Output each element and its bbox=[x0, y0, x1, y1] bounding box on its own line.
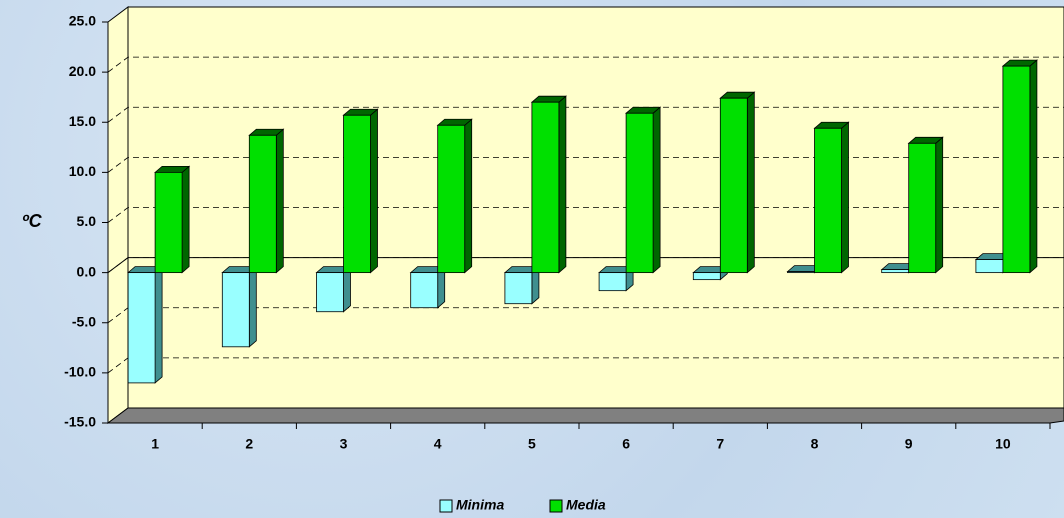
floor bbox=[106, 407, 1064, 424]
grid-line bbox=[107, 156, 1064, 173]
bar bbox=[907, 136, 944, 274]
bar-side bbox=[370, 108, 378, 274]
bar-front bbox=[316, 272, 344, 313]
grid-line bbox=[107, 207, 1064, 223]
bar-side bbox=[275, 128, 284, 274]
bar bbox=[127, 265, 164, 384]
bar-front bbox=[975, 259, 1004, 274]
y-tick-label: 25.0 bbox=[69, 13, 96, 29]
bar bbox=[625, 106, 662, 274]
legend-swatch bbox=[439, 499, 453, 513]
bar-front bbox=[343, 114, 371, 274]
x-tick-label: 8 bbox=[811, 436, 819, 452]
bar bbox=[503, 265, 540, 305]
bar-front bbox=[814, 127, 842, 274]
bar-front bbox=[504, 272, 533, 305]
grid-line bbox=[107, 56, 1064, 73]
y-tick-label: -10.0 bbox=[64, 364, 96, 380]
bar-side bbox=[652, 106, 661, 274]
bar bbox=[436, 118, 473, 274]
bar-front bbox=[908, 142, 937, 274]
bar-side bbox=[181, 165, 190, 274]
bar-front bbox=[531, 101, 560, 274]
bar-front bbox=[154, 171, 183, 274]
x-tick-label: 1 bbox=[151, 436, 159, 452]
bar bbox=[719, 91, 756, 274]
bar-front bbox=[248, 134, 277, 274]
x-tick-label: 4 bbox=[434, 436, 442, 452]
bar-side bbox=[154, 265, 163, 384]
y-tick-label: 20.0 bbox=[69, 63, 96, 79]
y-tick-label: -5.0 bbox=[72, 313, 96, 329]
bar bbox=[813, 121, 850, 274]
legend-swatch bbox=[549, 499, 563, 513]
bar bbox=[342, 108, 379, 274]
bar bbox=[1001, 59, 1038, 274]
y-tick-label: 10.0 bbox=[69, 163, 96, 179]
bar-side bbox=[746, 91, 755, 274]
bar-front bbox=[598, 272, 627, 292]
bar bbox=[248, 128, 285, 274]
bar-front bbox=[692, 272, 721, 281]
y-tick-label: -15.0 bbox=[64, 414, 96, 430]
y-axis-label: ºC bbox=[22, 211, 43, 231]
bar-front bbox=[437, 124, 466, 274]
bar-front bbox=[1002, 65, 1031, 274]
bar-front bbox=[881, 269, 910, 274]
bar bbox=[154, 165, 191, 274]
bar bbox=[409, 265, 446, 309]
legend-label: Media bbox=[566, 497, 606, 513]
x-tick-label: 7 bbox=[716, 436, 724, 452]
bar bbox=[315, 265, 352, 313]
x-tick-label: 2 bbox=[245, 436, 253, 452]
y-tick-label: 15.0 bbox=[69, 113, 96, 129]
x-tick-label: 3 bbox=[340, 436, 348, 452]
bar-side bbox=[464, 118, 473, 274]
bar-side bbox=[248, 265, 257, 348]
y-tick-label: 0.0 bbox=[77, 263, 97, 279]
bar bbox=[221, 265, 258, 348]
bar-front bbox=[127, 272, 156, 384]
bar-side bbox=[1029, 59, 1038, 274]
grid-line bbox=[107, 106, 1064, 123]
bar bbox=[530, 95, 567, 274]
bar-front bbox=[787, 271, 815, 274]
bar-front bbox=[221, 272, 250, 348]
x-tick-label: 10 bbox=[995, 436, 1011, 452]
x-tick-label: 5 bbox=[528, 436, 536, 452]
bar-side bbox=[343, 265, 351, 313]
bar-front bbox=[719, 97, 748, 274]
x-tick-label: 6 bbox=[622, 436, 630, 452]
y-tick-label: 5.0 bbox=[77, 213, 97, 229]
legend-label: Minima bbox=[456, 497, 504, 513]
bar-front bbox=[410, 272, 439, 309]
bar-side bbox=[935, 136, 944, 274]
x-tick-label: 9 bbox=[905, 436, 913, 452]
bar-side bbox=[841, 121, 849, 274]
bar-front bbox=[625, 112, 654, 274]
bar-side bbox=[558, 95, 567, 274]
